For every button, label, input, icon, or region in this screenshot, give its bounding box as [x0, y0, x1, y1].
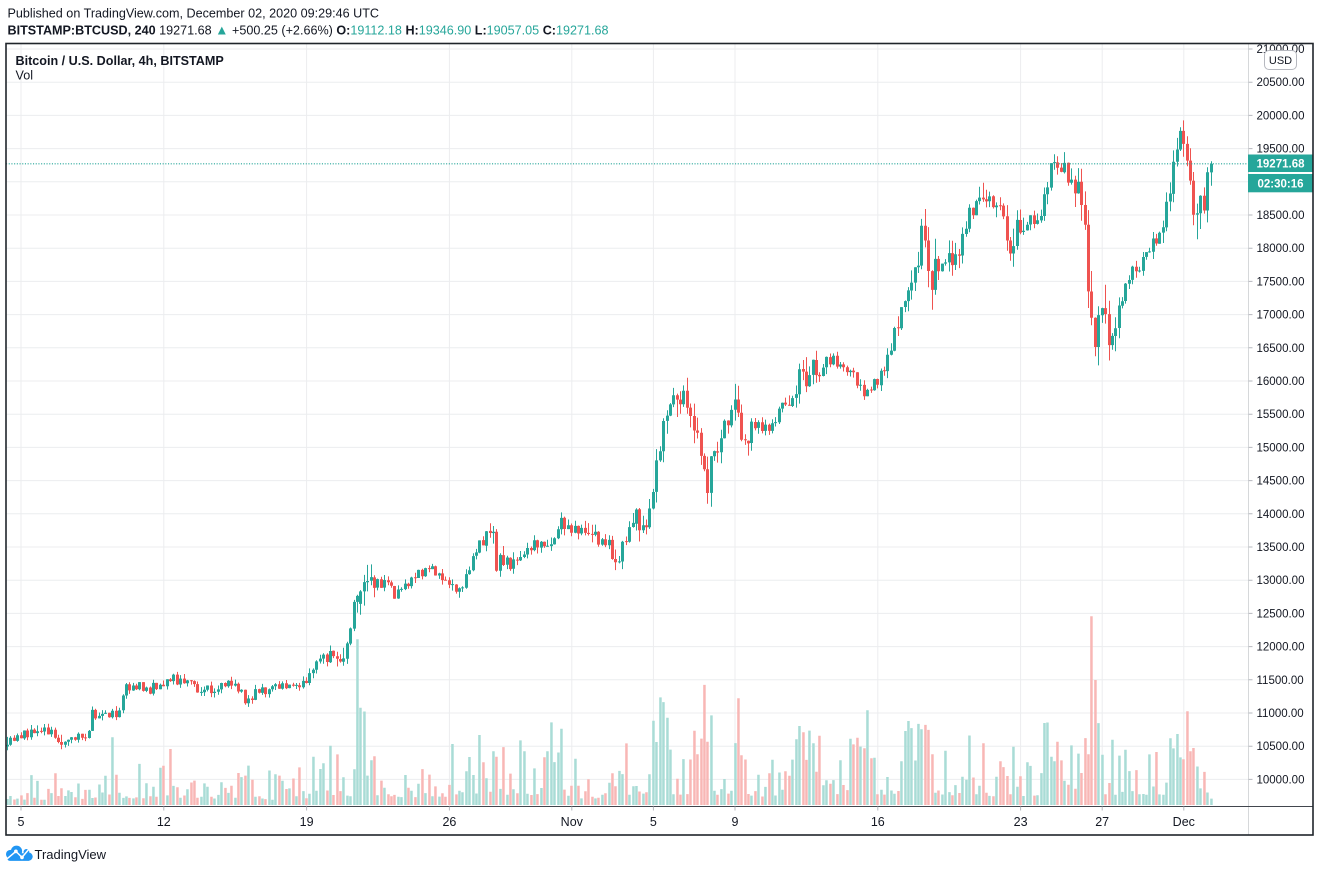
svg-text:11500.00: 11500.00 — [1257, 675, 1304, 687]
svg-text:BITSTAMP:BTCUSD, 240 19271.68: BITSTAMP:BTCUSD, 240 19271.68 ▲ +500.25 … — [8, 23, 609, 38]
svg-text:12000.00: 12000.00 — [1257, 642, 1305, 654]
svg-text:Nov: Nov — [561, 815, 584, 829]
svg-text:20500.00: 20500.00 — [1257, 77, 1305, 89]
svg-text:15500.00: 15500.00 — [1257, 409, 1305, 421]
svg-text:13000.00: 13000.00 — [1257, 575, 1305, 587]
svg-text:Bitcoin / U.S. Dollar, 4h, BIT: Bitcoin / U.S. Dollar, 4h, BITSTAMP — [16, 54, 224, 68]
svg-text:9: 9 — [732, 815, 739, 829]
svg-text:14000.00: 14000.00 — [1257, 509, 1305, 521]
svg-text:18500.00: 18500.00 — [1257, 210, 1305, 222]
svg-text:12500.00: 12500.00 — [1257, 608, 1305, 620]
svg-text:16500.00: 16500.00 — [1257, 343, 1305, 355]
svg-text:16000.00: 16000.00 — [1257, 376, 1305, 388]
svg-text:10000.00: 10000.00 — [1257, 774, 1305, 786]
svg-text:5: 5 — [650, 815, 657, 829]
svg-text:17000.00: 17000.00 — [1257, 310, 1305, 322]
svg-text:12: 12 — [157, 815, 171, 829]
svg-text:16: 16 — [871, 815, 885, 829]
svg-text:19271.68: 19271.68 — [1257, 159, 1306, 171]
svg-text:10500.00: 10500.00 — [1257, 741, 1305, 753]
svg-text:19: 19 — [300, 815, 314, 829]
svg-text:18000.00: 18000.00 — [1257, 243, 1305, 255]
svg-text:23: 23 — [1014, 815, 1028, 829]
svg-text:14500.00: 14500.00 — [1257, 476, 1305, 488]
svg-text:USD: USD — [1269, 55, 1292, 67]
svg-text:TradingView: TradingView — [35, 847, 107, 862]
svg-text:11000.00: 11000.00 — [1257, 708, 1304, 720]
svg-text:13500.00: 13500.00 — [1257, 542, 1305, 554]
svg-text:Dec: Dec — [1173, 815, 1195, 829]
svg-text:17500.00: 17500.00 — [1257, 276, 1305, 288]
svg-text:26: 26 — [442, 815, 456, 829]
svg-text:Published on TradingView.com,: Published on TradingView.com, December 0… — [8, 7, 380, 21]
svg-text:5: 5 — [18, 815, 25, 829]
svg-text:20000.00: 20000.00 — [1257, 110, 1305, 122]
svg-text:15000.00: 15000.00 — [1257, 442, 1305, 454]
svg-text:19500.00: 19500.00 — [1257, 144, 1305, 156]
svg-text:27: 27 — [1095, 815, 1109, 829]
svg-text:02:30:16: 02:30:16 — [1257, 179, 1303, 191]
svg-text:Vol: Vol — [16, 69, 34, 83]
